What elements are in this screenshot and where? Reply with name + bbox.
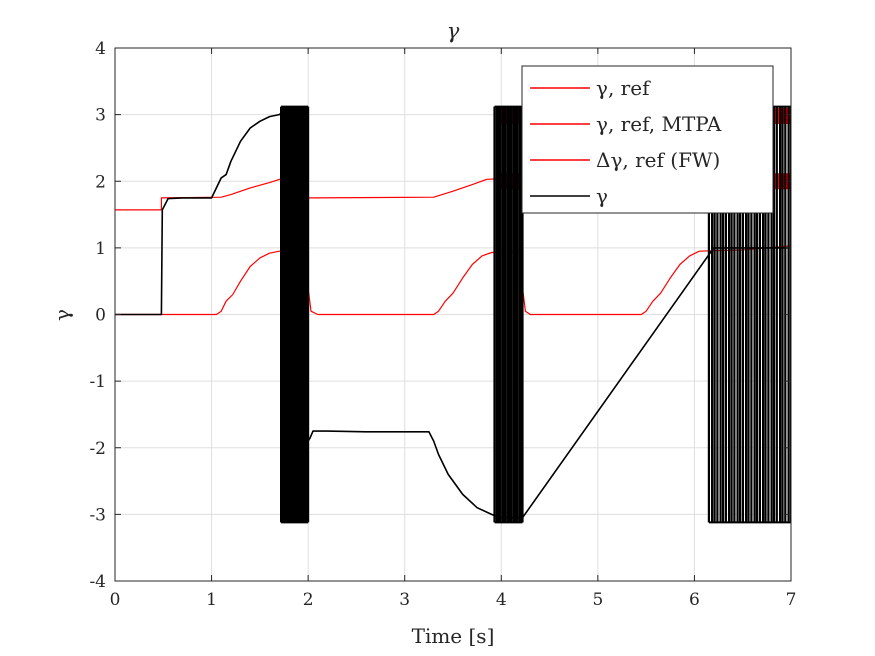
switching-lines-1 <box>493 106 524 523</box>
x-tick-label-3: 3 <box>399 590 410 610</box>
x-tick-label-2: 2 <box>303 590 314 610</box>
axis-ticks: 0 1 2 3 4 5 6 7 -4 -3 -2 -1 0 1 2 3 4 <box>89 39 796 610</box>
y-tick-label-4: 0 <box>95 306 106 326</box>
y-tick-label-1: -3 <box>89 505 106 525</box>
x-tick-label-1: 1 <box>206 590 217 610</box>
switching-lines-2 <box>707 106 791 523</box>
y-tick-label-6: 2 <box>95 172 106 192</box>
y-tick-label-3: -1 <box>89 372 106 392</box>
legend-box <box>521 65 774 214</box>
switching-band-1 <box>493 105 524 524</box>
y-tick-label-8: 4 <box>95 39 106 59</box>
x-tick-label-5: 5 <box>592 590 603 610</box>
legend-label-0: γ, ref <box>596 76 651 100</box>
y-tick-label-7: 3 <box>95 106 106 126</box>
legend-label-1: γ, ref, MTPA <box>596 112 722 136</box>
switching-band-0 <box>280 105 310 524</box>
x-axis-label: Time [s] <box>412 624 495 648</box>
legend-label-2: Δγ, ref (FW) <box>596 148 720 172</box>
x-tick-label-7: 7 <box>786 590 797 610</box>
y-tick-label-5: 1 <box>95 239 106 259</box>
x-tick-label-0: 0 <box>110 590 121 610</box>
y-tick-label-2: -2 <box>89 439 106 459</box>
y-tick-label-0: -4 <box>89 572 106 592</box>
legend: γ, ref γ, ref, MTPA Δγ, ref (FW) γ <box>521 65 774 214</box>
switching-lines-0 <box>280 106 310 523</box>
chart-title: γ <box>447 19 460 43</box>
y-axis-label: γ <box>50 309 74 321</box>
x-tick-label-4: 4 <box>496 590 507 610</box>
series-line-ref-mtpa-1 <box>115 245 791 316</box>
x-tick-label-6: 6 <box>689 590 700 610</box>
legend-label-3: γ <box>596 184 608 208</box>
